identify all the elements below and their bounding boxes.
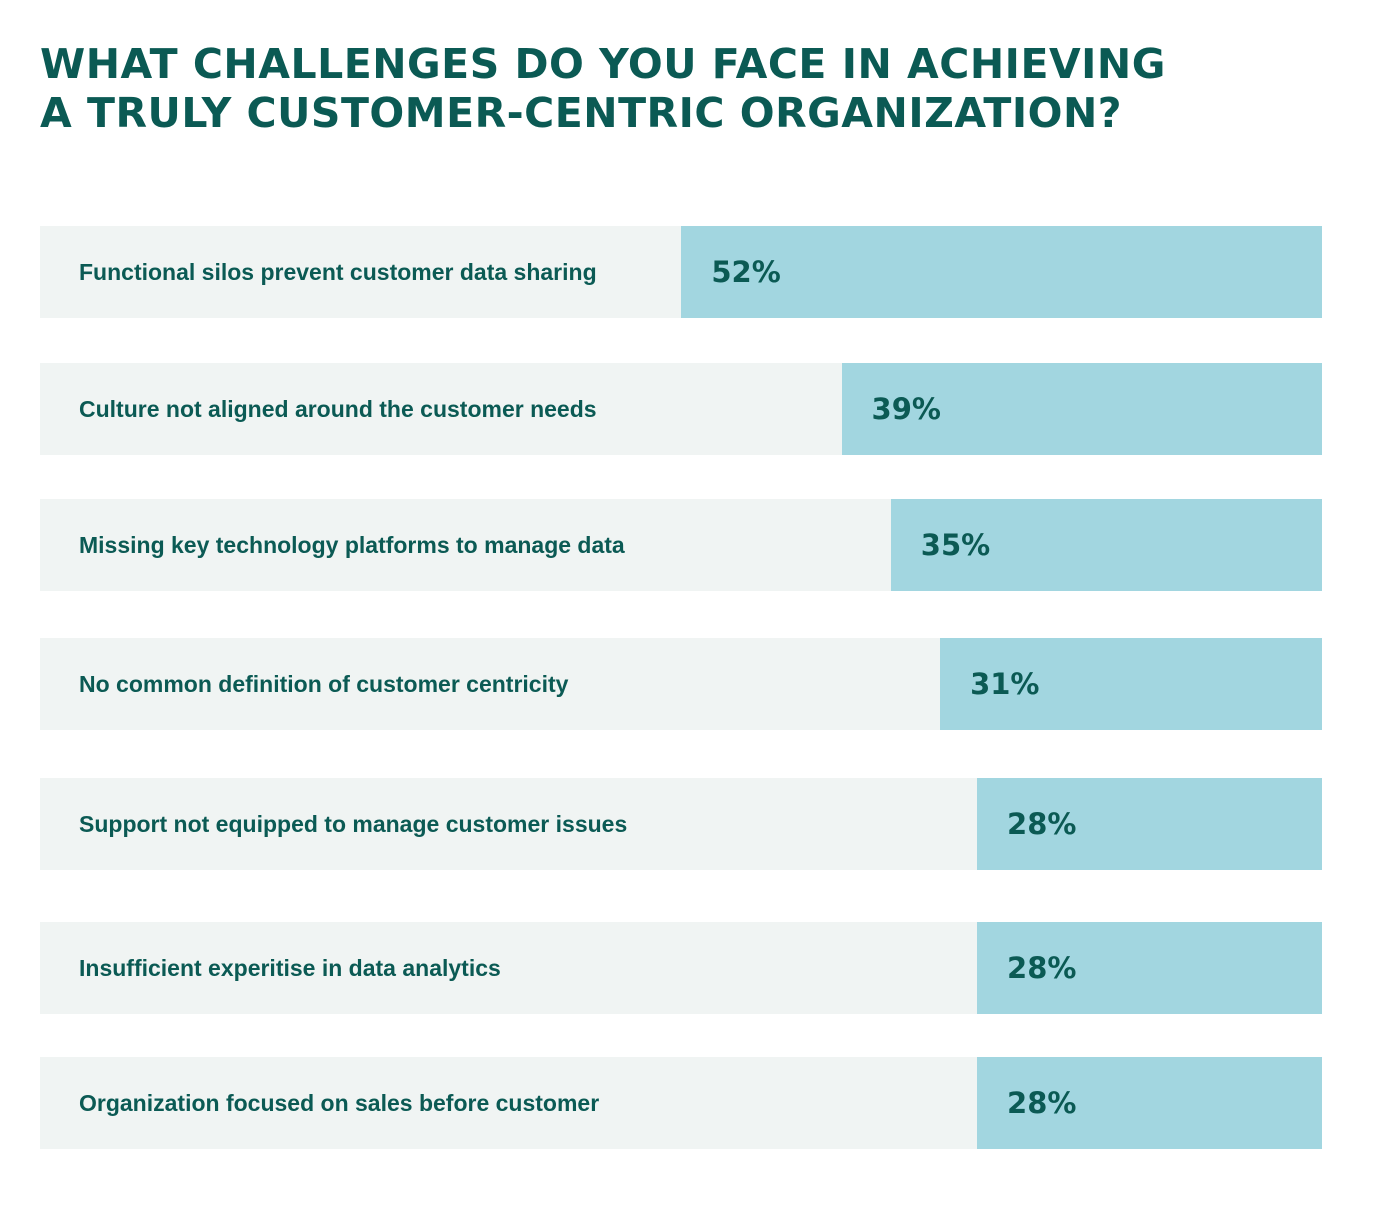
chart-title-line-2: A TRULY CUSTOMER-CENTRIC ORGANIZATION? <box>40 89 1123 137</box>
chart-title: WHAT CHALLENGES DO YOU FACE IN ACHIEVING… <box>40 40 1240 138</box>
bar <box>977 778 1322 870</box>
bar <box>841 363 1322 455</box>
category-label: Insufficient experitise in data analytic… <box>79 955 501 981</box>
category-label: Missing key technology platforms to mana… <box>79 532 625 558</box>
bar <box>977 1057 1322 1149</box>
category-label: Support not equipped to manage customer … <box>79 811 628 837</box>
bar <box>940 638 1322 730</box>
value-label: 39% <box>871 392 941 426</box>
category-label: Functional silos prevent customer data s… <box>79 259 597 285</box>
category-label: Culture not aligned around the customer … <box>79 396 597 422</box>
value-label: 28% <box>1007 1086 1077 1120</box>
chart-title-line-1: WHAT CHALLENGES DO YOU FACE IN ACHIEVING <box>40 40 1166 88</box>
bar <box>681 226 1322 318</box>
bar <box>890 499 1322 591</box>
value-label: 28% <box>1007 951 1077 985</box>
category-label: No common definition of customer centric… <box>79 671 569 697</box>
bar <box>977 922 1322 1014</box>
value-label: 52% <box>711 255 781 289</box>
value-label: 35% <box>920 528 991 562</box>
value-label: 31% <box>970 667 1040 701</box>
category-label: Organization focused on sales before cus… <box>79 1090 600 1116</box>
value-label: 28% <box>1007 807 1077 841</box>
